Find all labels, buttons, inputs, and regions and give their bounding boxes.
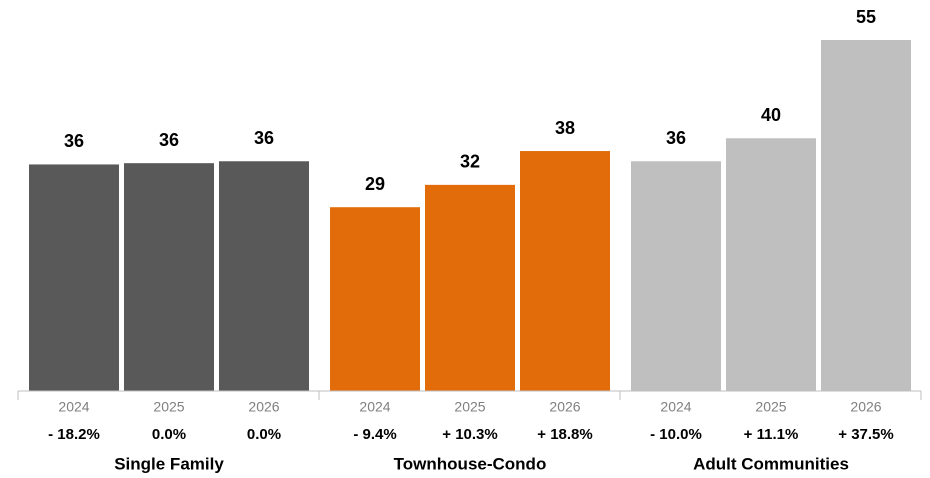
- x-tick-label: 2025: [755, 399, 786, 415]
- bar: [124, 163, 214, 391]
- x-tick-label: 2026: [549, 399, 580, 415]
- bar: [29, 164, 119, 391]
- bar: [726, 138, 816, 391]
- bar: [330, 207, 420, 391]
- group-label: Adult Communities: [693, 454, 849, 473]
- change-label: + 18.8%: [537, 426, 592, 443]
- change-label: 0.0%: [152, 426, 186, 443]
- change-label: 0.0%: [247, 426, 281, 443]
- value-label: 38: [555, 118, 575, 138]
- bar: [219, 161, 309, 391]
- value-label: 36: [64, 131, 84, 151]
- value-label: 32: [460, 152, 480, 172]
- value-label: 55: [856, 7, 876, 27]
- value-label: 36: [254, 128, 274, 148]
- change-label: + 11.1%: [744, 426, 799, 443]
- x-tick-label: 2024: [660, 399, 691, 415]
- change-label: + 10.3%: [442, 426, 497, 443]
- value-label: 36: [666, 128, 686, 148]
- x-tick-label: 2026: [248, 399, 279, 415]
- x-tick-label: 2024: [359, 399, 390, 415]
- value-label: 29: [365, 174, 385, 194]
- x-tick-label: 2026: [850, 399, 881, 415]
- bar: [520, 151, 610, 391]
- value-label: 36: [159, 130, 179, 150]
- x-tick-label: 2025: [153, 399, 184, 415]
- change-label: - 9.4%: [353, 426, 396, 443]
- change-label: + 37.5%: [838, 426, 893, 443]
- bar: [425, 184, 515, 391]
- x-tick-label: 2024: [58, 399, 89, 415]
- value-label: 40: [761, 105, 781, 125]
- group-label: Single Family: [114, 454, 224, 473]
- x-tick-label: 2025: [454, 399, 485, 415]
- bar: [631, 161, 721, 391]
- bar: [821, 40, 911, 391]
- change-label: - 10.0%: [650, 426, 702, 443]
- group-label: Townhouse-Condo: [394, 454, 547, 473]
- change-label: - 18.2%: [48, 426, 100, 443]
